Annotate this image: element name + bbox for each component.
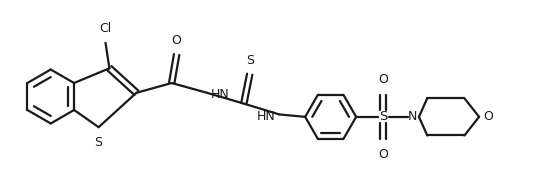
Text: O: O xyxy=(483,110,493,123)
Text: Cl: Cl xyxy=(100,22,111,36)
Text: HN: HN xyxy=(211,88,230,101)
Text: O: O xyxy=(378,73,388,86)
Text: S: S xyxy=(379,110,387,123)
Text: S: S xyxy=(95,136,103,149)
Text: HN: HN xyxy=(256,110,275,123)
Text: O: O xyxy=(378,148,388,161)
Text: N: N xyxy=(408,110,417,123)
Text: O: O xyxy=(171,34,182,47)
Text: S: S xyxy=(246,54,254,67)
